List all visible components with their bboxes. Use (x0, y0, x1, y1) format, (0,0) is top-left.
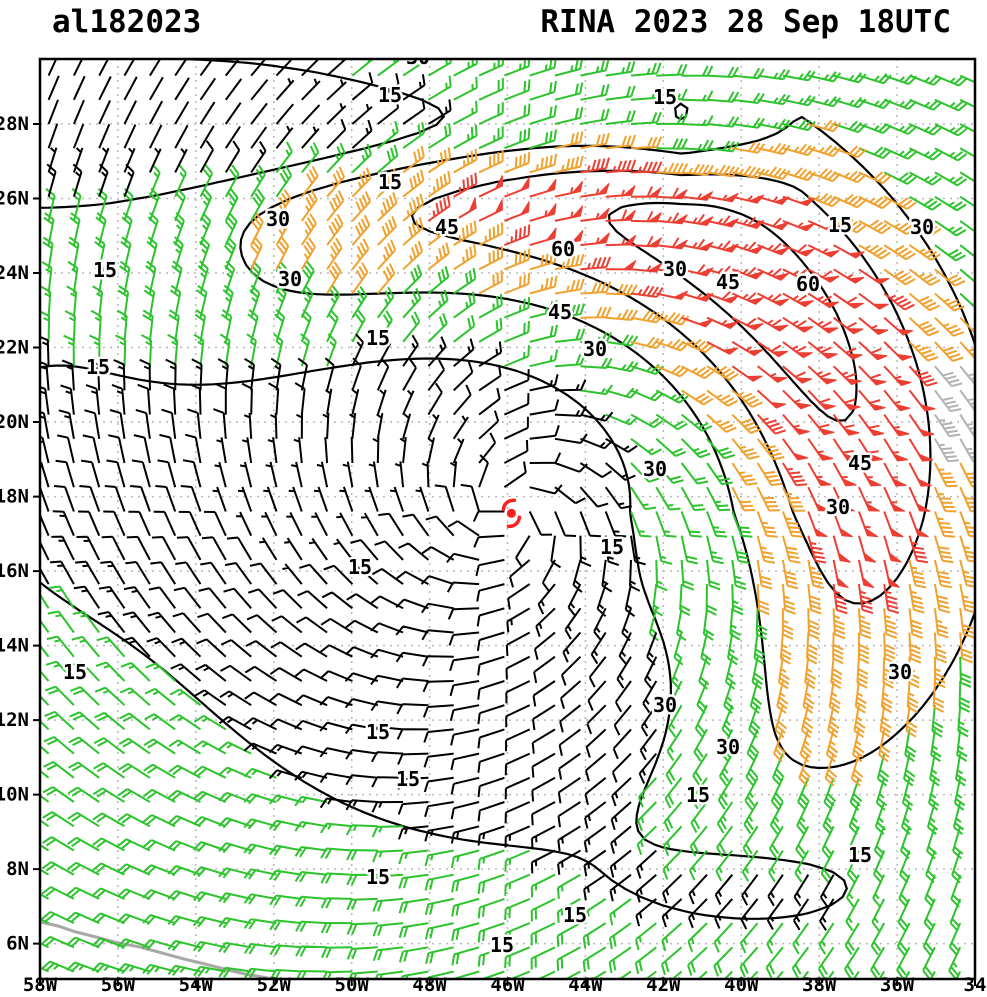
wind-barbs (17, 50, 987, 993)
wind-barbs (935, 366, 987, 461)
contour-label: 45 (435, 215, 459, 239)
lon-tick-label: 44W (568, 974, 603, 993)
contour-label: 15 (828, 213, 852, 237)
contour-label: 45 (548, 300, 572, 324)
contour-label: 30 (910, 215, 934, 239)
lat-tick-label: 24N (0, 262, 29, 284)
contour-label: 30 (826, 495, 850, 519)
lon-tick-label: 54W (179, 974, 214, 993)
contour-label: 60 (796, 272, 820, 296)
lat-tick-label: 10N (0, 784, 29, 806)
contour-label: 15 (490, 933, 514, 957)
contour-label: 30 (583, 337, 607, 361)
contour-label: 30 (653, 693, 677, 717)
contour-label: 30 (266, 207, 290, 231)
contour-label: 15 (366, 326, 390, 350)
lon-tick-label: 42W (646, 974, 681, 993)
contour-label: 15 (686, 783, 710, 807)
contour-label: 30 (643, 457, 667, 481)
hurricane-symbol (503, 500, 519, 526)
contour-label: 15 (653, 85, 677, 109)
lon-tick-label: 38W (802, 974, 837, 993)
lat-axis-labels: 28N 26N 24N 22N 20N 18N 16N 14N 12N 10N 8N 6N (0, 113, 29, 955)
lon-tick-label: 46W (490, 974, 525, 993)
lon-tick-label: 48W (412, 974, 447, 993)
lon-tick-label: 56W (101, 974, 136, 993)
lon-tick-label: 36W (880, 974, 915, 993)
contour-label: 15 (563, 903, 587, 927)
lat-tick-label: 18N (0, 486, 29, 508)
contour-label: 15 (93, 258, 117, 282)
contour-label: 30 (888, 660, 912, 684)
contour-label: 15 (600, 535, 624, 559)
contour-label: 30 (716, 735, 740, 759)
contour-label: 15 (378, 83, 402, 107)
lat-tick-label: 26N (0, 188, 29, 210)
lon-tick-label: 34 (964, 974, 987, 993)
lat-tick-label: 28N (0, 113, 29, 135)
lon-tick-label: 52W (257, 974, 292, 993)
title-bar: al182023 RINA 2023 28 Sep 18UTC (0, 0, 987, 50)
lat-tick-label: 20N (0, 411, 29, 433)
wind-barb-pennants (469, 175, 935, 587)
contour-label: 30 (663, 257, 687, 281)
lat-tick-label: 12N (0, 709, 29, 731)
wind-barbs-layer (17, 50, 987, 993)
lat-tick-label: 16N (0, 560, 29, 582)
contour-label: 30 (278, 267, 302, 291)
wind-barbs (25, 50, 834, 930)
contour-label: 45 (848, 451, 872, 475)
lon-axis-labels: 58W 56W 54W 52W 50W 48W 46W 44W 42W 40W 38W 36W 34 (23, 974, 987, 993)
contour-label: 15 (366, 720, 390, 744)
contour-label: 15 (86, 355, 110, 379)
contour-label: 15 (378, 170, 402, 194)
lat-tick-label: 22N (0, 337, 29, 359)
lon-tick-label: 40W (724, 974, 759, 993)
contour-label: 15 (396, 767, 420, 791)
storm-id: al182023 (52, 4, 201, 40)
lat-tick-label: 8N (6, 858, 29, 880)
contour-label: 15 (63, 660, 87, 684)
lon-tick-label: 50W (335, 974, 370, 993)
contour-label: 15 (848, 843, 872, 867)
lat-tick-label: 6N (6, 933, 29, 955)
lon-tick-label: 58W (23, 974, 58, 993)
lat-tick-label: 14N (0, 635, 29, 657)
contour-label: 15 (348, 555, 372, 579)
map-title: RINA 2023 28 Sep 18UTC (540, 4, 951, 40)
contour-label: 45 (716, 270, 740, 294)
contour-label: 15 (366, 865, 390, 889)
contour-label: 60 (551, 237, 575, 261)
